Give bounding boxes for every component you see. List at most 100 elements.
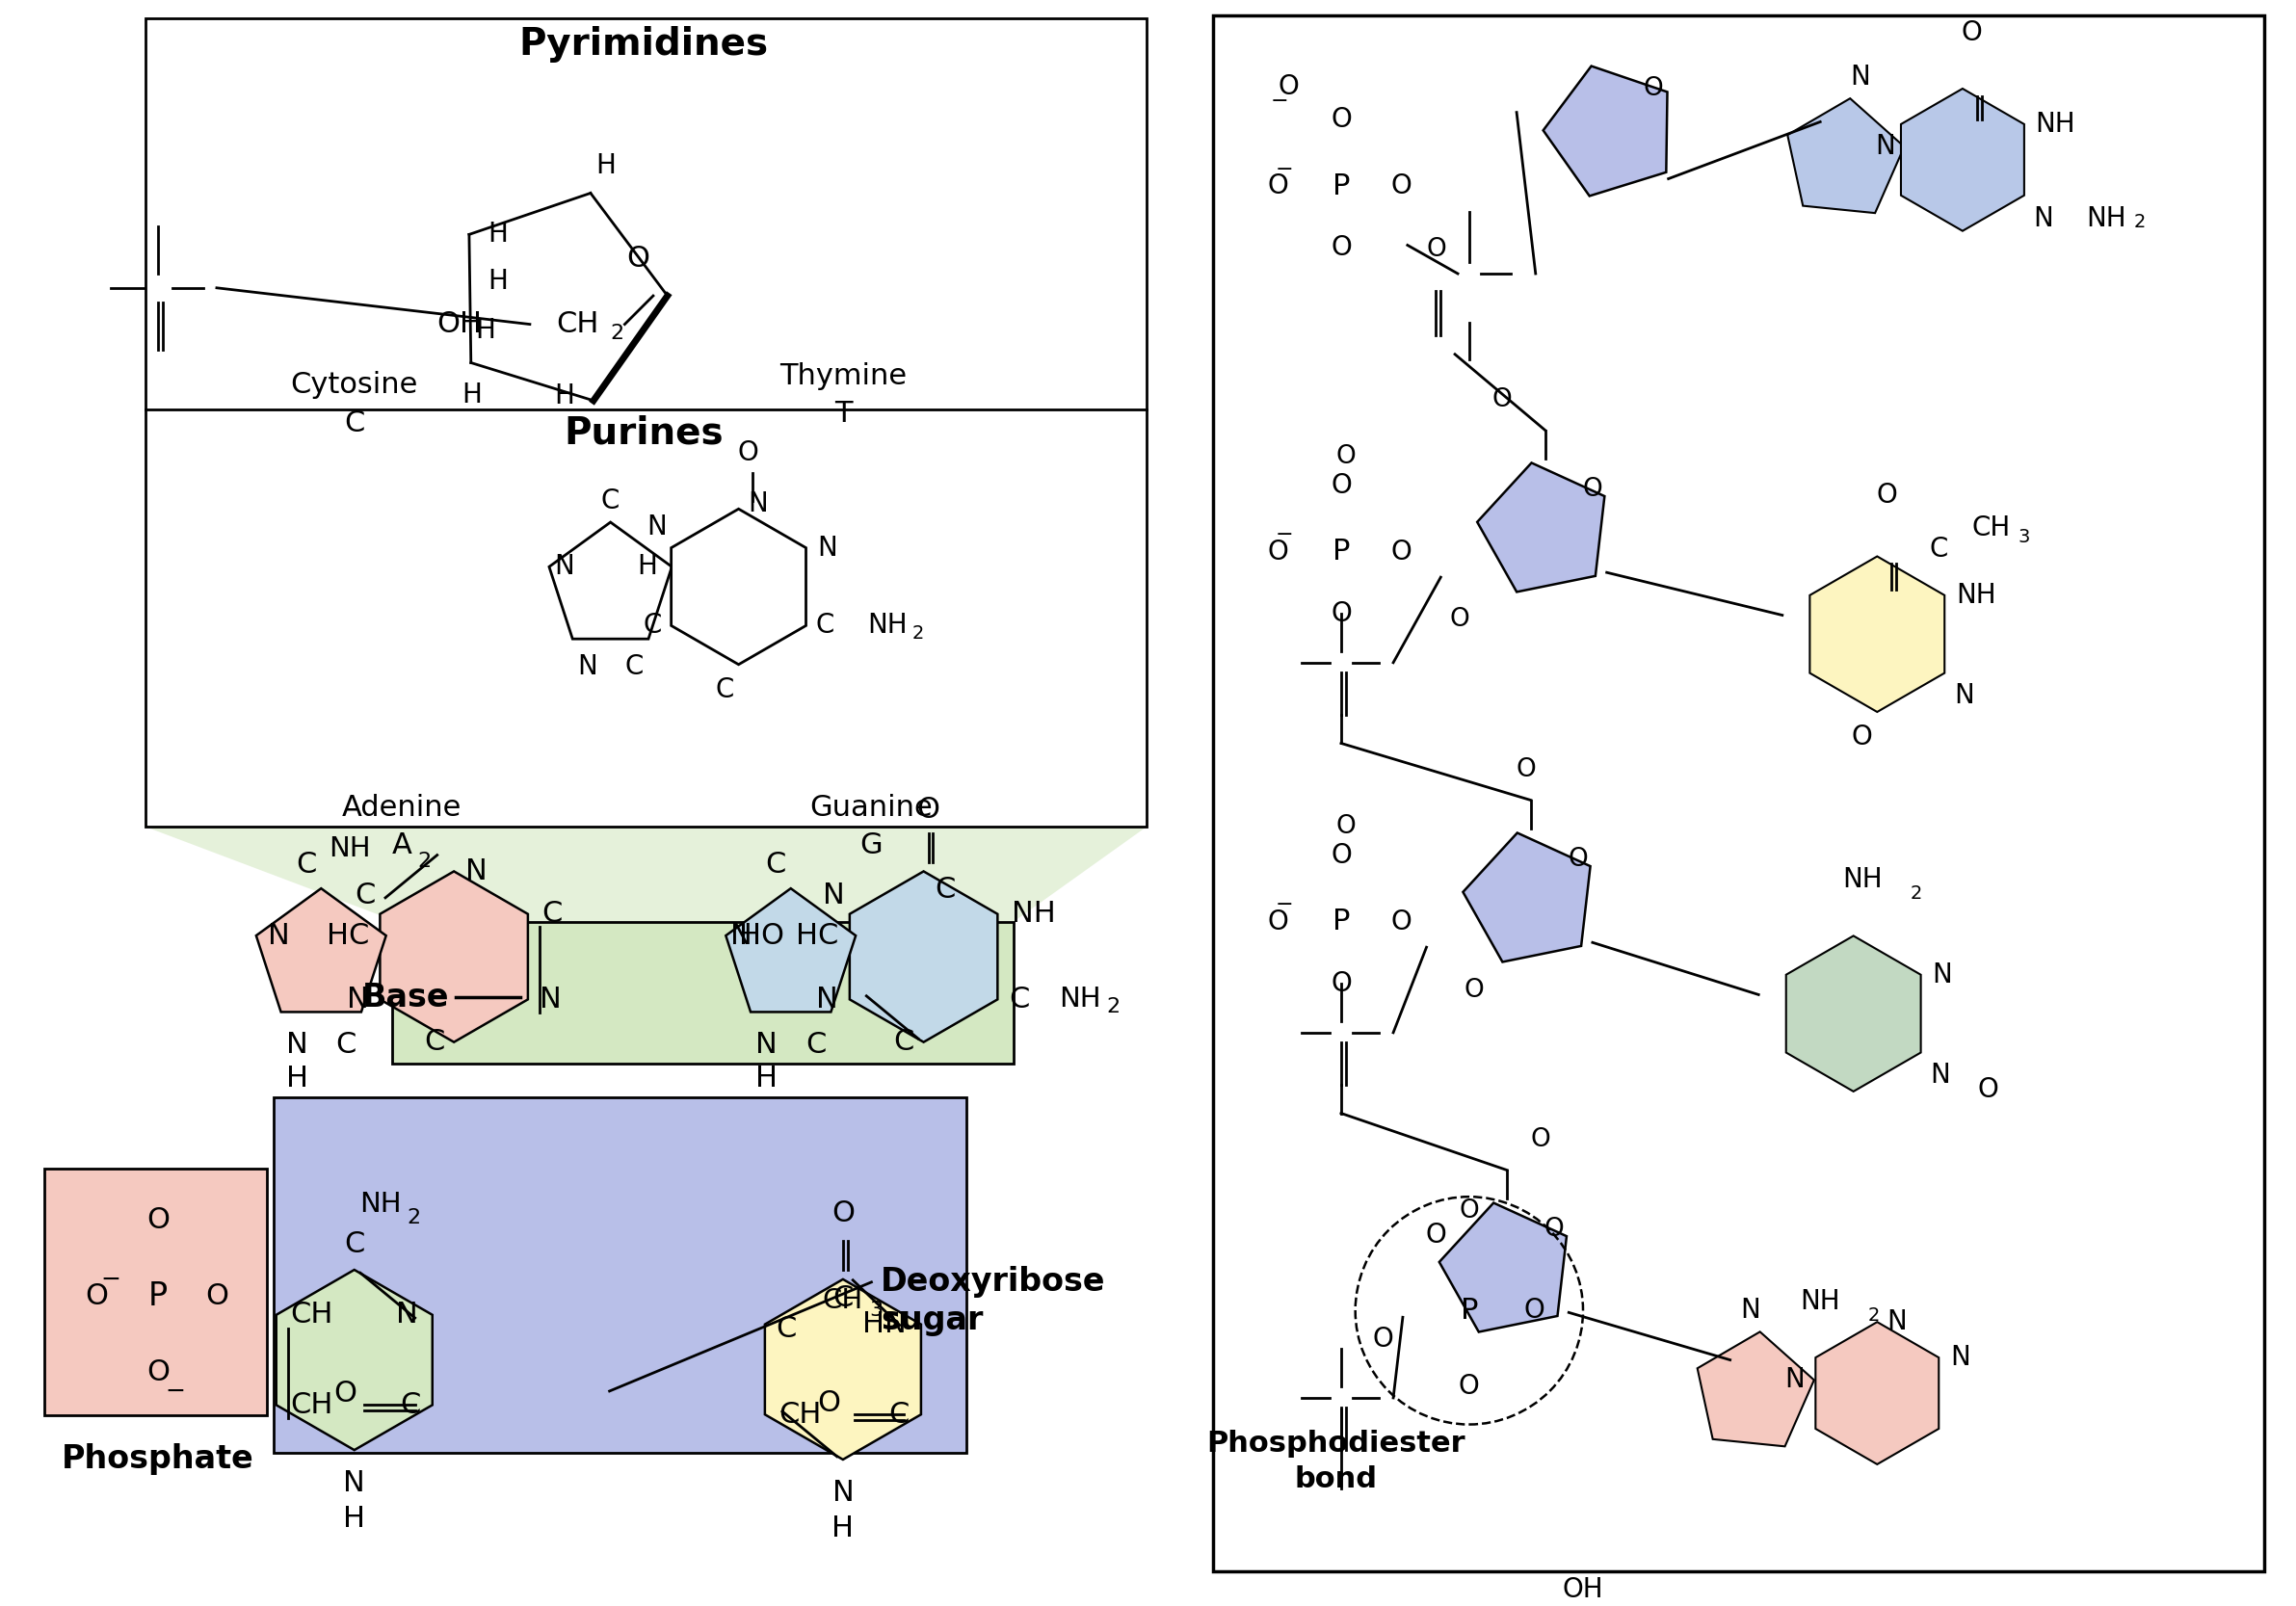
Polygon shape	[1697, 1331, 1814, 1447]
FancyBboxPatch shape	[273, 1097, 967, 1453]
Text: O: O	[1525, 1298, 1545, 1323]
FancyBboxPatch shape	[393, 922, 1015, 1063]
Text: H: H	[638, 554, 657, 580]
Text: NH: NH	[1800, 1288, 1841, 1315]
Text: O: O	[204, 1283, 227, 1310]
Text: NH: NH	[358, 1190, 402, 1217]
Polygon shape	[765, 1280, 921, 1460]
Text: P: P	[1332, 172, 1350, 201]
Text: C: C	[765, 851, 785, 878]
Text: N: N	[1933, 962, 1952, 988]
Text: Purines: Purines	[565, 414, 723, 451]
Text: −: −	[1274, 895, 1293, 914]
Polygon shape	[276, 1270, 432, 1450]
Text: C: C	[602, 488, 620, 514]
Text: C: C	[934, 875, 955, 904]
Text: O: O	[817, 1389, 840, 1416]
Text: 2: 2	[1910, 885, 1922, 903]
Polygon shape	[379, 872, 528, 1042]
Text: N: N	[344, 1469, 365, 1497]
FancyBboxPatch shape	[145, 18, 1146, 827]
Text: H: H	[553, 382, 574, 410]
Text: N: N	[647, 514, 666, 540]
Text: HN: HN	[863, 1310, 907, 1338]
Text: O: O	[147, 1206, 170, 1235]
Text: CH: CH	[292, 1391, 333, 1420]
Polygon shape	[257, 888, 386, 1012]
Text: Guanine: Guanine	[810, 793, 932, 822]
Text: O: O	[1391, 538, 1412, 565]
Text: N: N	[817, 535, 838, 562]
Text: O: O	[1332, 472, 1352, 499]
Text: H: H	[595, 153, 615, 178]
Text: 3: 3	[870, 1301, 884, 1320]
Text: HC: HC	[797, 922, 838, 949]
FancyBboxPatch shape	[44, 1168, 266, 1415]
Text: O: O	[1332, 234, 1352, 262]
Text: O: O	[1515, 758, 1536, 782]
Text: Thymine: Thymine	[778, 361, 907, 390]
Text: N: N	[285, 1031, 308, 1058]
Text: C: C	[425, 1028, 445, 1057]
Text: C: C	[893, 1028, 914, 1057]
Text: N: N	[1887, 1309, 1906, 1336]
Text: C: C	[344, 1230, 365, 1259]
Text: O: O	[85, 1283, 108, 1310]
Text: bond: bond	[1295, 1466, 1378, 1494]
FancyBboxPatch shape	[1212, 16, 2264, 1572]
Text: O: O	[1531, 1127, 1550, 1153]
Text: T: T	[833, 400, 852, 427]
Text: −: −	[1274, 159, 1293, 178]
Text: C: C	[714, 676, 735, 703]
Text: P: P	[1332, 907, 1350, 936]
Text: C: C	[1008, 986, 1029, 1013]
Polygon shape	[1786, 936, 1922, 1092]
Text: O: O	[1373, 1325, 1394, 1352]
Text: O: O	[1426, 1221, 1446, 1248]
Text: C: C	[806, 1031, 827, 1058]
Text: N: N	[822, 882, 845, 909]
Text: −: −	[101, 1267, 122, 1291]
Text: N: N	[466, 858, 487, 885]
Text: A: A	[393, 832, 411, 859]
Text: O: O	[1332, 599, 1352, 626]
Text: N: N	[755, 1031, 778, 1058]
Text: HC: HC	[326, 922, 370, 949]
Text: O: O	[147, 1359, 170, 1386]
Text: O: O	[333, 1380, 356, 1407]
Text: NH: NH	[2085, 206, 2126, 231]
Polygon shape	[1789, 98, 1903, 214]
Polygon shape	[726, 888, 856, 1012]
Text: N: N	[1784, 1367, 1805, 1394]
Text: C: C	[335, 1031, 356, 1058]
Text: N: N	[1851, 64, 1871, 92]
Text: O: O	[1336, 814, 1357, 840]
Text: 2: 2	[418, 853, 432, 872]
Polygon shape	[850, 872, 996, 1042]
Text: sugar: sugar	[882, 1304, 983, 1336]
Text: O: O	[1426, 238, 1446, 262]
Text: O: O	[1279, 74, 1300, 100]
Text: Adenine: Adenine	[342, 793, 461, 822]
Text: O: O	[1644, 75, 1665, 101]
Text: C: C	[889, 1400, 909, 1428]
Text: CH: CH	[822, 1286, 863, 1314]
Text: NH: NH	[328, 835, 370, 862]
Polygon shape	[1901, 88, 2025, 231]
Text: O: O	[831, 1200, 854, 1227]
Text: O: O	[1332, 842, 1352, 869]
Text: C: C	[776, 1315, 797, 1343]
Text: O: O	[1460, 1198, 1479, 1224]
Text: 3: 3	[2018, 528, 2030, 546]
Text: −: −	[1270, 92, 1288, 111]
Text: O: O	[1332, 106, 1352, 133]
Text: N: N	[576, 654, 597, 679]
Text: H: H	[342, 1505, 365, 1534]
Polygon shape	[1440, 1203, 1566, 1331]
Text: CH: CH	[778, 1400, 822, 1428]
Text: O: O	[1977, 1076, 2000, 1103]
Text: Deoxyribose: Deoxyribose	[882, 1266, 1107, 1298]
Text: N: N	[748, 491, 769, 517]
Text: O: O	[1545, 1216, 1564, 1241]
Text: C: C	[643, 612, 661, 639]
